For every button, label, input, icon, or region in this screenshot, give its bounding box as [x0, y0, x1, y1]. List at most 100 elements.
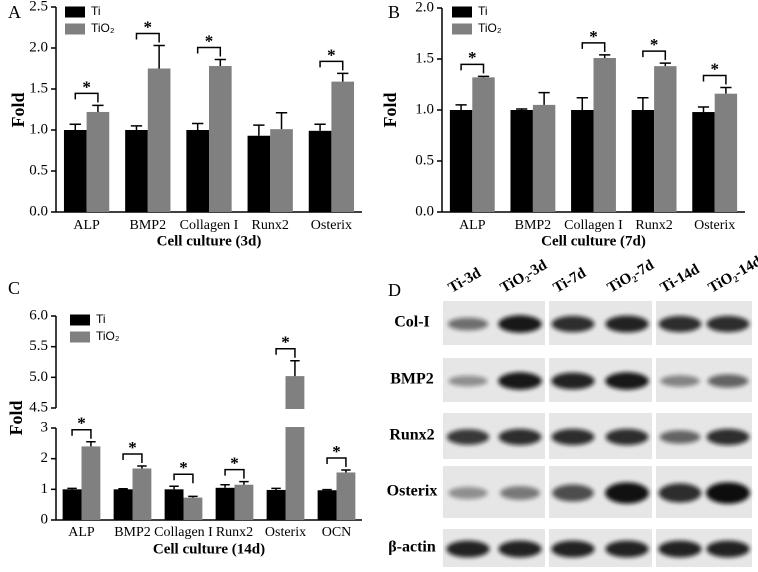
band	[551, 540, 595, 558]
legend-swatch	[452, 23, 472, 35]
error-bar	[538, 91, 550, 105]
error-bar	[188, 495, 198, 498]
significance-bracket	[71, 429, 92, 439]
x-tick-label: Collagen I	[564, 218, 623, 233]
x-axis-title: Cell culture (3d)	[157, 233, 262, 249]
error-bar	[118, 487, 128, 490]
error-bar	[477, 75, 490, 78]
error-bar	[576, 97, 588, 110]
significance-bracket	[460, 63, 485, 74]
y-tick-label: 1	[41, 481, 49, 497]
y-tick-label: 0	[41, 511, 49, 527]
significance-bracket	[135, 32, 160, 43]
bar	[631, 110, 655, 212]
error-bar	[455, 104, 467, 110]
band	[498, 540, 542, 558]
band	[448, 486, 488, 500]
band	[706, 540, 750, 558]
significance-label: *	[128, 438, 137, 457]
significance-bracket	[122, 453, 143, 464]
bar	[270, 129, 293, 212]
legend-swatch	[70, 331, 90, 343]
bar	[247, 135, 271, 212]
bar	[147, 68, 171, 212]
significance-label: *	[179, 458, 188, 477]
band	[551, 372, 595, 390]
x-tick-label: BMP2	[114, 525, 151, 540]
bar	[164, 489, 184, 520]
y-tick-label: 1.5	[415, 50, 434, 66]
bar	[113, 489, 133, 520]
bar	[336, 472, 356, 520]
axis-break	[55, 409, 363, 427]
y-tick-label: 2.0	[29, 39, 48, 55]
band	[706, 428, 750, 446]
bar	[125, 130, 148, 212]
error-bar	[253, 124, 265, 136]
y-tick-label: 1.0	[29, 121, 48, 137]
bar	[215, 487, 235, 520]
bar	[308, 130, 332, 212]
y-axis-title: Fold	[8, 92, 28, 127]
error-bar	[86, 441, 96, 447]
x-tick-label: Runx2	[216, 525, 253, 540]
bar	[63, 130, 87, 212]
band	[658, 483, 702, 503]
x-tick-label: OCN	[322, 525, 352, 540]
error-bar	[341, 469, 351, 473]
lane-label: TiO₂-3d	[498, 257, 551, 297]
bar	[449, 110, 473, 212]
band	[660, 375, 700, 387]
significance-label: *	[230, 454, 239, 473]
band	[605, 372, 649, 390]
significance-bracket	[319, 60, 344, 71]
panel-label: C	[8, 278, 20, 298]
lane-label: TiO₂-14d	[706, 253, 758, 296]
error-bar	[67, 487, 77, 490]
panel-label: A	[8, 2, 21, 22]
significance-bracket	[224, 468, 245, 479]
lane-label: Ti-14d	[658, 261, 703, 296]
bar	[234, 484, 254, 520]
x-tick-label: Collagen I	[180, 218, 239, 233]
band	[551, 428, 595, 446]
band	[551, 315, 595, 333]
error-bar	[69, 123, 81, 130]
bar	[186, 130, 209, 212]
legend-swatch	[65, 6, 85, 18]
bar	[714, 93, 738, 212]
band	[498, 372, 542, 390]
error-bar	[169, 485, 179, 490]
bar	[571, 110, 594, 212]
error-bar	[337, 72, 349, 82]
y-tick-label: 6.0	[29, 307, 48, 323]
y-tick-label: 2	[41, 450, 49, 466]
legend-label: Ti	[96, 312, 106, 326]
significance-label: *	[281, 333, 290, 352]
y-tick-label: 4.5	[29, 399, 48, 415]
x-tick-label: ALP	[68, 525, 95, 540]
bar	[285, 376, 305, 520]
band	[446, 540, 490, 558]
row-label: BMP2	[390, 371, 434, 388]
y-tick-label: 1.5	[29, 80, 48, 96]
x-axis-title: Cell culture (14d)	[153, 541, 265, 557]
band	[605, 540, 649, 558]
band	[706, 315, 750, 333]
band	[707, 374, 749, 388]
bar	[86, 111, 110, 212]
lane-label: Ti-7d	[551, 265, 590, 297]
bar	[209, 66, 232, 212]
x-tick-label: Runx2	[635, 218, 672, 233]
error-bar	[220, 483, 230, 488]
x-tick-label: ALP	[73, 218, 100, 233]
error-bar	[599, 54, 611, 58]
error-bar	[637, 97, 649, 110]
x-tick-label: Osterix	[694, 218, 735, 233]
y-axis-title: Fold	[380, 92, 400, 127]
x-tick-label: Osterix	[265, 525, 306, 540]
bar	[510, 110, 533, 212]
bar	[132, 468, 152, 520]
row-label: Runx2	[389, 427, 434, 444]
band	[447, 317, 489, 331]
